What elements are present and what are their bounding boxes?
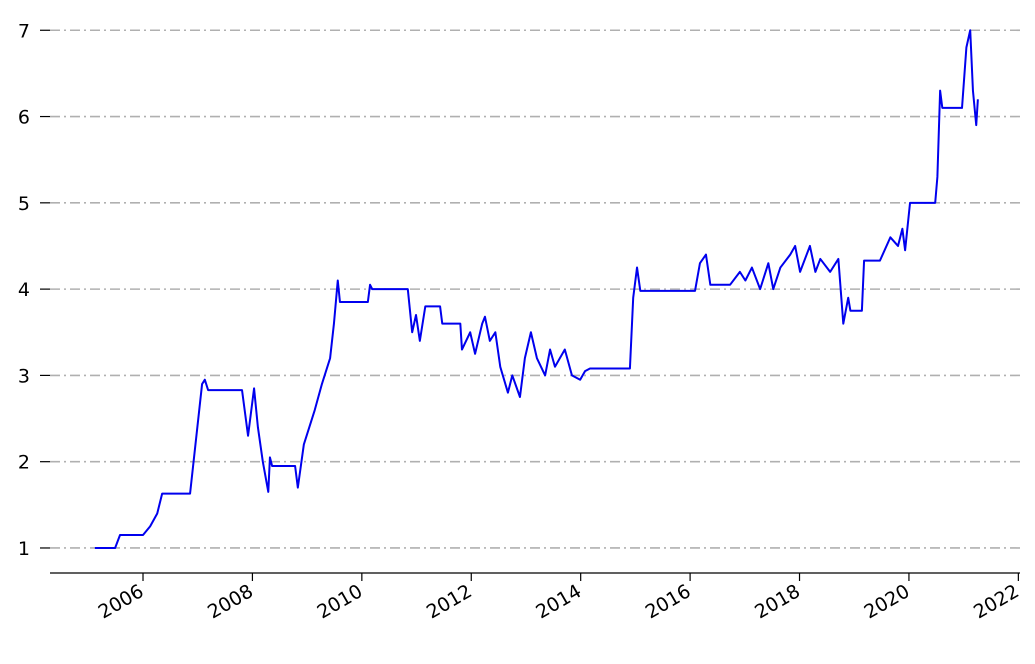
y-tick-label: 1 — [18, 538, 30, 560]
x-tick-label: 2008 — [204, 580, 257, 623]
data-line — [94, 29, 979, 549]
x-tick-label: 2010 — [313, 580, 366, 623]
x-tick-label: 2012 — [423, 580, 476, 623]
y-tick-label: 5 — [18, 193, 30, 215]
x-tick-label: 2016 — [642, 580, 695, 623]
x-tick-label: 2006 — [95, 580, 148, 623]
x-tick-label: 2022 — [970, 580, 1023, 623]
y-tick-label: 7 — [18, 20, 30, 42]
x-tick-label: 2018 — [751, 580, 804, 623]
y-tick-label: 3 — [18, 365, 30, 387]
y-tick-label: 4 — [18, 279, 30, 301]
x-tick-label: 2014 — [532, 580, 585, 623]
x-tick-label: 2020 — [861, 580, 914, 623]
y-tick-label: 2 — [18, 452, 30, 474]
y-tick-label: 6 — [18, 107, 30, 129]
